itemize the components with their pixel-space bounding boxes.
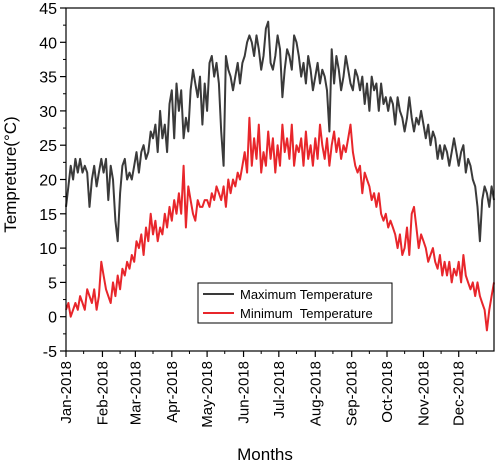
min-temperature-line — [65, 116, 495, 332]
x-tick-label: Nov-2018 — [415, 361, 432, 426]
y-tick-label: 15 — [39, 207, 57, 224]
x-tick-label: May-2018 — [199, 361, 216, 428]
y-tick-label: 5 — [48, 275, 57, 292]
series-layer — [65, 20, 495, 332]
x-tick-label: Sep-2018 — [344, 361, 361, 426]
legend-box — [197, 282, 393, 324]
x-tick-label: Apr-2018 — [164, 361, 181, 423]
x-tick-label: Oct-2018 — [379, 361, 396, 423]
y-tick-label: 40 — [39, 35, 57, 52]
y-tick-label: 10 — [39, 241, 57, 258]
y-tick-label: 25 — [39, 138, 57, 155]
x-tick-label: Aug-2018 — [307, 361, 324, 426]
axes: -5 0 5 10 15 20 25 30 35 40 45 Jan-2018 Feb-2018 Mar-… — [39, 1, 477, 428]
legend-label-min: Minimum Temperature — [240, 306, 373, 321]
x-tick-label: Jul-2018 — [271, 361, 288, 419]
y-tick-label: 35 — [39, 70, 57, 87]
y-tick-label: 20 — [39, 173, 57, 190]
x-tick-label: Jan-2018 — [58, 361, 75, 424]
x-tick-label: Jun-2018 — [236, 361, 253, 424]
x-tick-label: Feb-2018 — [94, 361, 111, 425]
y-axis-title: Tempreture(°C) — [1, 116, 20, 232]
x-tick-label: Mar-2018 — [127, 361, 144, 425]
plot-frame — [65, 7, 495, 352]
y-tick-label: 45 — [39, 1, 57, 18]
x-axis-title: Months — [237, 445, 293, 464]
y-tick-label: 0 — [48, 310, 57, 327]
legend: Maximum Temperature Minimum Temperature — [197, 282, 393, 324]
y-tick-label: -5 — [43, 344, 57, 361]
max-temperature-line — [65, 20, 495, 243]
x-tick-label: Dec-2018 — [451, 361, 468, 426]
legend-label-max: Maximum Temperature — [240, 287, 373, 302]
y-tick-label: 30 — [39, 104, 57, 121]
